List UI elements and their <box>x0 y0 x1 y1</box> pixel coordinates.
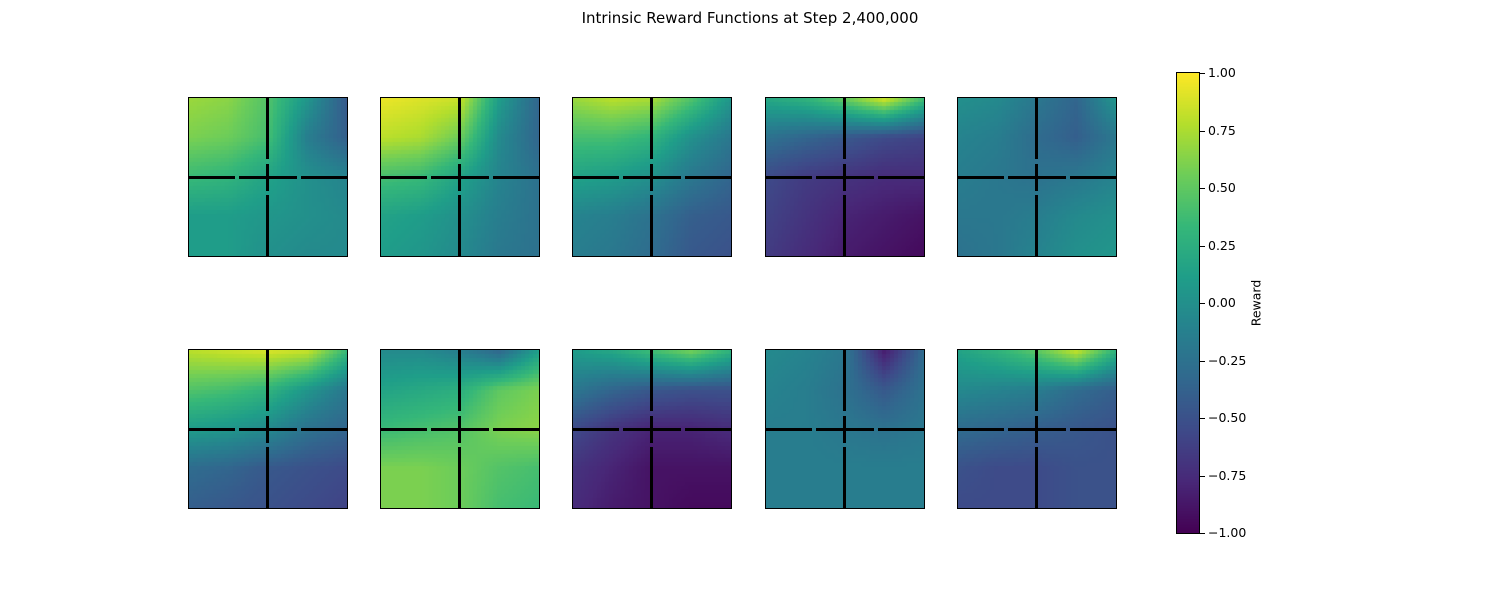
wall-horizontal-center <box>623 176 681 179</box>
wall-vertical-bottom <box>458 447 461 508</box>
wall-horizontal-center <box>816 176 874 179</box>
wall-vertical-bottom <box>266 447 269 508</box>
wall-vertical-top <box>266 350 269 411</box>
colorbar-tick-mark <box>1200 303 1205 304</box>
wall-vertical-top <box>650 350 653 411</box>
wall-vertical-bottom <box>458 195 461 256</box>
wall-horizontal-center <box>431 176 489 179</box>
heatmap-panel-6 <box>188 349 348 509</box>
wall-horizontal-right <box>301 176 347 179</box>
colorbar-tick-label: 0.25 <box>1208 238 1236 253</box>
heatmap-panel-7 <box>380 349 540 509</box>
wall-vertical-top <box>843 98 846 159</box>
colorbar-tick-mark <box>1200 188 1205 189</box>
heatmap-panel-10 <box>957 349 1117 509</box>
wall-horizontal-center <box>239 176 297 179</box>
heatmap-panel-9 <box>765 349 925 509</box>
colorbar-tick-label: 0.75 <box>1208 123 1236 138</box>
heatmap-panel-5 <box>957 97 1117 257</box>
colorbar-tick-label: −0.75 <box>1208 468 1247 483</box>
wall-vertical-bottom <box>650 447 653 508</box>
wall-horizontal-right <box>878 428 924 431</box>
wall-horizontal-right <box>685 428 731 431</box>
colorbar-tick-mark <box>1200 131 1205 132</box>
heatmap-panel-2 <box>380 97 540 257</box>
colorbar-tick-label: −0.50 <box>1208 410 1247 425</box>
colorbar-tick-mark <box>1200 418 1205 419</box>
colorbar-tick-label: −1.00 <box>1208 525 1247 540</box>
wall-horizontal-left <box>381 176 427 179</box>
wall-vertical-top <box>458 98 461 159</box>
wall-vertical-bottom <box>650 195 653 256</box>
wall-vertical-bottom <box>266 195 269 256</box>
colorbar <box>1176 72 1200 534</box>
wall-horizontal-left <box>958 428 1004 431</box>
colorbar-tick-mark <box>1200 533 1205 534</box>
wall-horizontal-left <box>573 428 619 431</box>
wall-vertical-bottom <box>843 447 846 508</box>
wall-horizontal-center <box>1008 428 1066 431</box>
wall-horizontal-left <box>381 428 427 431</box>
wall-horizontal-center <box>623 428 681 431</box>
colorbar-label: Reward <box>1248 279 1264 327</box>
colorbar-tick-label: −0.25 <box>1208 353 1247 368</box>
wall-horizontal-left <box>189 176 235 179</box>
wall-horizontal-right <box>878 176 924 179</box>
wall-horizontal-right <box>685 176 731 179</box>
heatmap-panel-3 <box>572 97 732 257</box>
wall-vertical-top <box>1035 350 1038 411</box>
wall-horizontal-left <box>958 176 1004 179</box>
colorbar-tick-label: 0.00 <box>1208 295 1236 310</box>
wall-vertical-bottom <box>1035 447 1038 508</box>
colorbar-tick-mark <box>1200 73 1205 74</box>
wall-vertical-top <box>458 350 461 411</box>
colorbar-tick-mark <box>1200 246 1205 247</box>
wall-horizontal-center <box>239 428 297 431</box>
colorbar-tick-label: 1.00 <box>1208 65 1236 80</box>
wall-vertical-bottom <box>843 195 846 256</box>
wall-horizontal-left <box>573 176 619 179</box>
wall-horizontal-right <box>1070 176 1116 179</box>
wall-horizontal-left <box>766 428 812 431</box>
colorbar-tick-label: 0.50 <box>1208 180 1236 195</box>
wall-vertical-top <box>1035 98 1038 159</box>
colorbar-tick-mark <box>1200 361 1205 362</box>
wall-horizontal-right <box>493 176 539 179</box>
wall-horizontal-right <box>493 428 539 431</box>
colorbar-tick-mark <box>1200 476 1205 477</box>
wall-vertical-top <box>650 98 653 159</box>
wall-vertical-top <box>843 350 846 411</box>
wall-horizontal-center <box>1008 176 1066 179</box>
wall-vertical-bottom <box>1035 195 1038 256</box>
wall-horizontal-right <box>1070 428 1116 431</box>
wall-vertical-top <box>266 98 269 159</box>
heatmap-panel-4 <box>765 97 925 257</box>
wall-horizontal-center <box>431 428 489 431</box>
wall-horizontal-center <box>816 428 874 431</box>
wall-horizontal-right <box>301 428 347 431</box>
heatmap-panel-1 <box>188 97 348 257</box>
chart-title: Intrinsic Reward Functions at Step 2,400… <box>581 9 919 27</box>
heatmap-panel-8 <box>572 349 732 509</box>
wall-horizontal-left <box>766 176 812 179</box>
wall-horizontal-left <box>189 428 235 431</box>
